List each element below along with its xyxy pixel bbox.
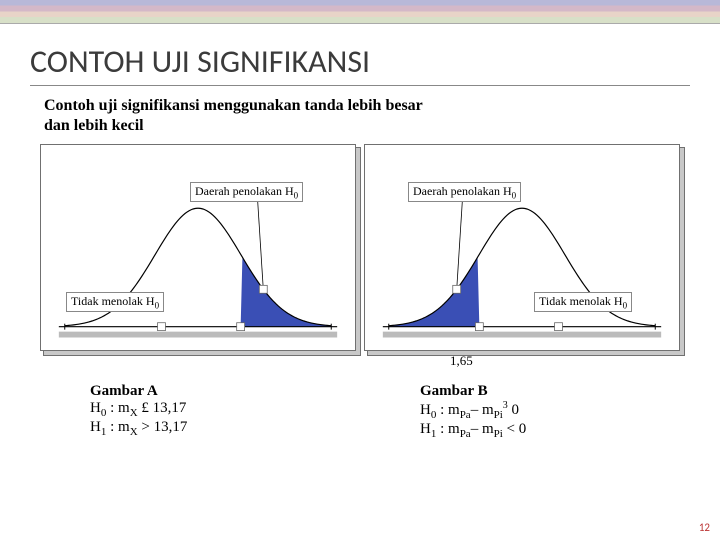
caption-a: Gambar A H0 : mX £ 13,17 H1 : mX > 13,17 xyxy=(40,383,360,440)
reject-label-b: Daerah penolakan H0 xyxy=(408,182,521,202)
caption-b: Gambar B H0 : mPa– mPi3 0 H1 : mPa– mPi … xyxy=(360,383,680,440)
slide-subtitle: Contoh uji signifikansi menggunakan tand… xyxy=(30,96,690,136)
caption-b-line1: H0 : mPa– mPi3 0 xyxy=(420,400,680,421)
reject-label-a: Daerah penolakan H0 xyxy=(190,182,303,202)
chart-a-container: Daerah penolakan H0 Tidak menolak H0 xyxy=(40,144,356,369)
accept-label-b-sub: 0 xyxy=(623,300,628,310)
accept-label-b: Tidak menolak H0 xyxy=(534,292,632,312)
subtitle-line-2: dan lebih kecil xyxy=(44,117,144,134)
slide-content: CONTOH UJI SIGNIFIKANSI Contoh uji signi… xyxy=(0,24,720,440)
critical-value-b: 1,65 xyxy=(364,353,680,369)
chart-b-svg xyxy=(369,149,675,346)
accept-label-a-sub: 0 xyxy=(155,300,160,310)
chart-b-frame xyxy=(364,144,680,351)
charts-row: Daerah penolakan H0 Tidak menolak H0 Dae… xyxy=(30,144,690,369)
caption-a-line2: H1 : mX > 13,17 xyxy=(90,419,360,438)
reject-label-a-text: Daerah penolakan H xyxy=(195,184,294,198)
caption-b-line2: H1 : mPa– mPi < 0 xyxy=(420,421,680,440)
reject-label-b-text: Daerah penolakan H xyxy=(413,184,512,198)
chart-b-container: Daerah penolakan H0 Tidak menolak H0 1,6… xyxy=(364,144,680,369)
caption-a-head: Gambar A xyxy=(90,383,360,400)
accept-label-a-text: Tidak menolak H xyxy=(71,294,155,308)
chart-a-svg xyxy=(45,149,351,346)
decorative-header-stripe xyxy=(0,0,720,24)
accept-label-a: Tidak menolak H0 xyxy=(66,292,164,312)
chart-a-frame xyxy=(40,144,356,351)
caption-b-head: Gambar B xyxy=(420,383,680,400)
caption-a-line1: H0 : mX £ 13,17 xyxy=(90,400,360,419)
subtitle-line-1: Contoh uji signifikansi menggunakan tand… xyxy=(44,97,423,114)
captions-row: Gambar A H0 : mX £ 13,17 H1 : mX > 13,17… xyxy=(30,369,690,440)
page-title: CONTOH UJI SIGNIFIKANSI xyxy=(30,42,690,86)
reject-label-b-sub: 0 xyxy=(512,190,517,200)
accept-label-b-text: Tidak menolak H xyxy=(539,294,623,308)
page-number: 12 xyxy=(699,521,710,534)
reject-label-a-sub: 0 xyxy=(294,190,299,200)
